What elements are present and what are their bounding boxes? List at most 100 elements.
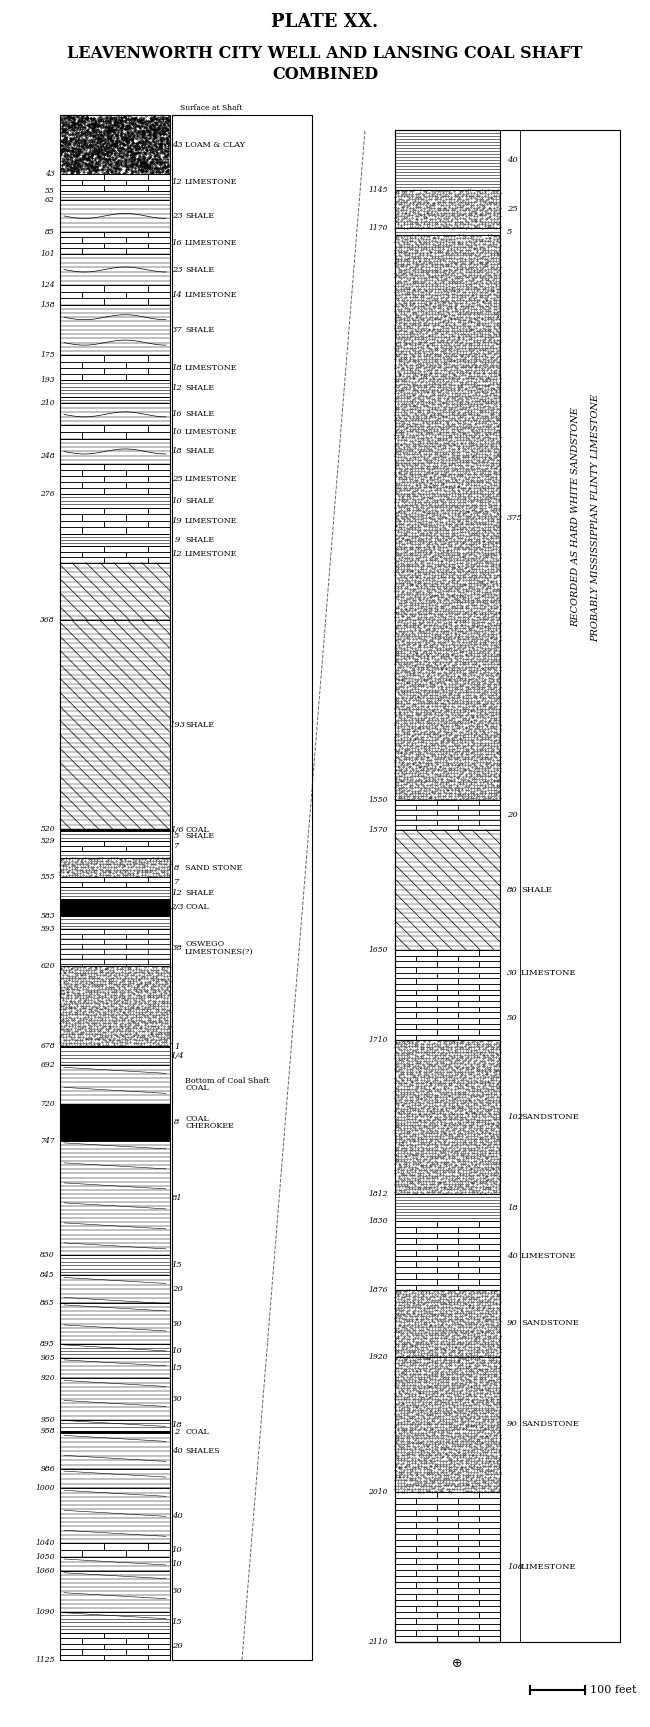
Bar xyxy=(395,228,500,235)
Bar xyxy=(416,955,458,962)
Bar xyxy=(104,1644,148,1649)
Text: 1040: 1040 xyxy=(36,1539,55,1547)
Text: 10: 10 xyxy=(172,428,183,437)
Text: LIMESTONE: LIMESTONE xyxy=(185,178,237,187)
Bar xyxy=(126,482,170,489)
Bar xyxy=(60,527,82,534)
Bar xyxy=(60,1544,104,1551)
Text: 905: 905 xyxy=(40,1354,55,1363)
Bar xyxy=(126,964,170,967)
Text: 8: 8 xyxy=(174,864,179,872)
Text: 1145: 1145 xyxy=(369,187,388,193)
Bar xyxy=(395,1034,416,1040)
Text: 20: 20 xyxy=(172,1285,183,1294)
Bar xyxy=(60,285,170,304)
Bar xyxy=(82,482,126,489)
Bar xyxy=(82,237,126,244)
Text: 950: 950 xyxy=(40,1416,55,1423)
Bar xyxy=(60,180,82,185)
Bar xyxy=(60,1632,104,1637)
Bar xyxy=(437,1007,479,1012)
Bar xyxy=(60,886,170,900)
Bar xyxy=(416,826,458,829)
Bar xyxy=(60,439,170,465)
Bar xyxy=(60,292,82,299)
Text: 583: 583 xyxy=(40,912,55,920)
Bar xyxy=(479,984,500,990)
Text: LIMESTONE: LIMESTONE xyxy=(185,290,237,299)
Text: SANDSTONE: SANDSTONE xyxy=(521,1420,579,1428)
Bar xyxy=(479,972,500,979)
Text: PLATE XX.: PLATE XX. xyxy=(272,14,378,31)
Bar xyxy=(479,962,500,967)
Bar xyxy=(104,244,148,249)
Text: SAND STONE: SAND STONE xyxy=(185,864,242,872)
Text: 55: 55 xyxy=(46,187,55,195)
Bar xyxy=(437,1540,479,1546)
Text: 1/6: 1/6 xyxy=(170,826,184,834)
Text: 2110: 2110 xyxy=(369,1639,388,1646)
Text: 25: 25 xyxy=(507,206,518,212)
Bar xyxy=(479,1233,500,1238)
Bar xyxy=(395,1268,437,1273)
Bar xyxy=(148,1644,170,1649)
Bar xyxy=(437,1589,479,1594)
Bar xyxy=(104,1544,148,1551)
Text: SHALE: SHALE xyxy=(185,212,214,219)
Text: COAL: COAL xyxy=(185,903,209,912)
Text: LIMESTONE: LIMESTONE xyxy=(185,516,237,525)
Bar xyxy=(395,979,416,984)
Bar xyxy=(458,1558,500,1565)
Bar xyxy=(479,810,500,815)
Bar xyxy=(148,356,170,361)
Text: 9: 9 xyxy=(174,535,179,544)
Text: 102: 102 xyxy=(507,1114,523,1121)
Bar xyxy=(60,882,82,886)
Bar xyxy=(395,1221,437,1226)
Bar xyxy=(148,939,170,945)
Bar xyxy=(437,984,479,990)
Bar xyxy=(395,1601,437,1606)
Bar xyxy=(82,964,126,967)
Text: LIMESTONE: LIMESTONE xyxy=(185,551,237,558)
Text: COAL: COAL xyxy=(185,826,209,834)
Bar xyxy=(148,1654,170,1660)
Text: 1550: 1550 xyxy=(369,796,388,803)
Text: 920: 920 xyxy=(40,1375,55,1383)
Text: 1050: 1050 xyxy=(36,1553,55,1561)
Bar xyxy=(458,1606,500,1613)
Bar xyxy=(437,1029,479,1034)
Bar xyxy=(458,1534,500,1540)
Text: SHALE: SHALE xyxy=(185,535,214,544)
Bar xyxy=(458,815,500,820)
Text: COAL: COAL xyxy=(185,1428,209,1437)
Bar xyxy=(148,299,170,304)
Bar xyxy=(60,465,170,494)
Bar xyxy=(416,1570,458,1577)
Bar xyxy=(148,185,170,190)
Bar xyxy=(60,1378,170,1420)
Bar xyxy=(395,990,416,995)
Bar xyxy=(437,962,479,967)
Text: 620: 620 xyxy=(40,962,55,971)
Bar xyxy=(60,1644,104,1649)
Bar xyxy=(395,190,500,228)
Text: 30: 30 xyxy=(172,1395,183,1402)
Bar xyxy=(60,534,170,546)
Text: 7: 7 xyxy=(174,877,179,886)
Text: 14: 14 xyxy=(172,290,183,299)
Bar xyxy=(395,1233,437,1238)
Bar xyxy=(60,432,82,439)
Bar xyxy=(416,1546,458,1553)
Bar xyxy=(395,950,500,995)
Bar xyxy=(395,1226,416,1233)
Text: SHALE: SHALE xyxy=(185,497,214,504)
Text: 830: 830 xyxy=(40,1250,55,1259)
Bar xyxy=(60,249,82,254)
Text: 555: 555 xyxy=(40,874,55,881)
Bar xyxy=(479,950,500,955)
Bar xyxy=(395,955,416,962)
Text: 30: 30 xyxy=(172,1319,183,1328)
Bar xyxy=(148,368,170,373)
Bar xyxy=(82,551,126,558)
